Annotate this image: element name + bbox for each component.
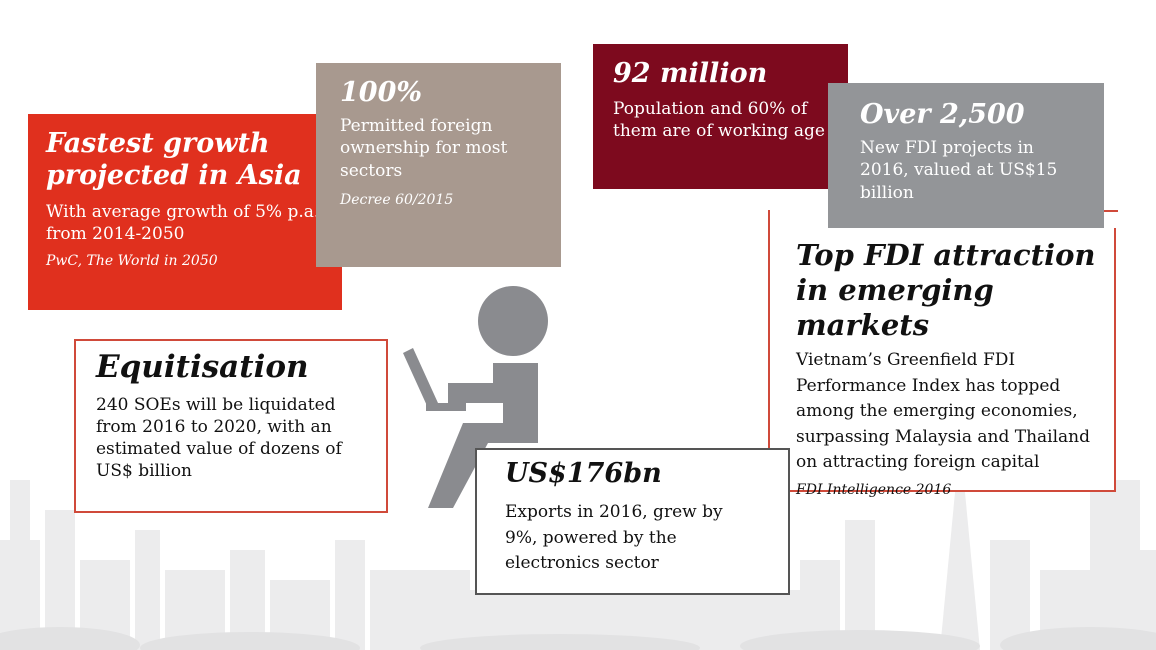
card-population: 92 million Population and 60% of them ar…: [593, 44, 848, 189]
ownership-source: Decree 60/2015: [340, 191, 454, 208]
exports-body: Exports in 2016, grew by 9%, powered by …: [505, 502, 723, 574]
person-with-laptop-icon: [403, 286, 548, 508]
growth-title-2: projected in Asia: [46, 160, 302, 192]
card-exports: US$176bn Exports in 2016, grew by 9%, po…: [475, 448, 790, 595]
card-equitisation: Equitisation 240 SOEs will be liquidated…: [74, 339, 388, 513]
city-skyline-background: [0, 440, 1156, 650]
ownership-body: Permitted foreign ownership for most sec…: [340, 116, 508, 181]
card-fdi-attraction: Top FDI attraction in emerging markets V…: [768, 228, 1116, 498]
fdi-attraction-source: FDI Intelligence 2016: [796, 481, 952, 498]
fdi-border-top-left: [768, 210, 770, 230]
equitisation-body: 240 SOEs will be liquidated from 2016 to…: [96, 395, 342, 482]
population-title: 92 million: [613, 58, 768, 89]
population-body: Population and 60% of them are of workin…: [613, 99, 825, 142]
growth-body: With average growth of 5% p.a. from 2014…: [46, 201, 320, 244]
fdi-attraction-title-2: in emerging markets: [796, 272, 994, 342]
card-growth: Fastest growth projected in Asia With av…: [28, 114, 342, 310]
fdi-attraction-body: Vietnam’s Greenfield FDI Performance Ind…: [796, 350, 1090, 473]
exports-title: US$176bn: [505, 458, 662, 489]
card-fdi-projects: Over 2,500 New FDI projects in 2016, val…: [828, 83, 1104, 228]
fdi-projects-title: Over 2,500: [860, 99, 1025, 130]
equitisation-title: Equitisation: [96, 349, 309, 385]
growth-title-1: Fastest growth: [46, 128, 270, 159]
growth-source: PwC, The World in 2050: [46, 252, 218, 269]
fdi-border-top-right: [1104, 210, 1118, 212]
ownership-title: 100%: [340, 77, 423, 108]
card-ownership: 100% Permitted foreign ownership for mos…: [316, 63, 561, 267]
fdi-attraction-title-1: Top FDI attraction: [796, 238, 1096, 272]
fdi-projects-body: New FDI projects in 2016, valued at US$1…: [860, 138, 1058, 203]
